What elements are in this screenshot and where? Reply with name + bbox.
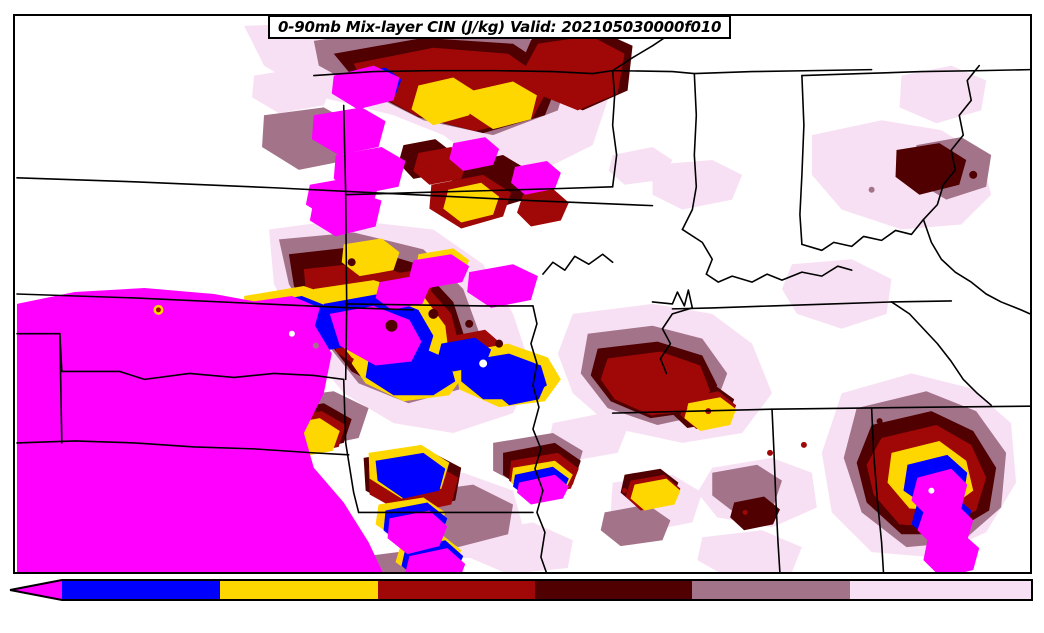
colorbar-segment-extend-min [10, 580, 62, 600]
map-plot-panel [13, 14, 1032, 574]
map-title-box: 0-90mb Mix-layer CIN (J/kg) Valid: 20210… [268, 15, 732, 39]
colorbar-swatches [9, 579, 1033, 601]
colorbar-segments [10, 580, 1032, 600]
map-title-text: 0-90mb Mix-layer CIN (J/kg) Valid: 20210… [278, 18, 722, 36]
colorbar-segment-brick-red [378, 580, 535, 600]
colorbar-outline [9, 579, 1033, 601]
cin-contour-map [16, 17, 1030, 572]
contour-small-features [153, 159, 978, 515]
colorbar-segment-yellow [220, 580, 378, 600]
colorbar-segment-blue [62, 580, 220, 600]
colorbar-segment-dark-maroon [535, 580, 692, 600]
colorbar-segment-pale-pink [850, 580, 1032, 600]
colorbar-segment-mauve [692, 580, 850, 600]
state-boundaries [16, 17, 1030, 572]
contour-band-magenta [16, 65, 980, 572]
colorbar: -200.00 -175.00 -150.00 -125.00 -100.00 … [0, 578, 1044, 602]
